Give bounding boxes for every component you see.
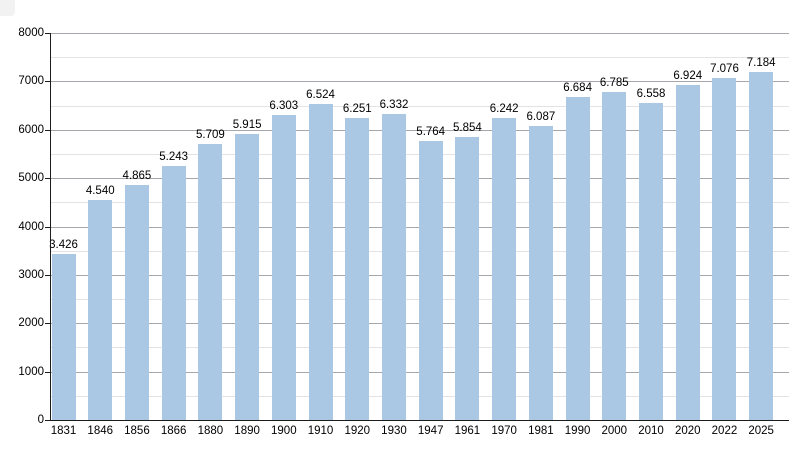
bar-1831 [51,254,76,420]
bar-value-label: 7.076 [710,62,739,75]
y-axis-tick-label: 6000 [18,123,44,136]
bar-1890 [235,133,260,420]
bar-2022 [712,77,737,420]
x-axis-tick-label: 2022 [711,425,738,437]
bar-1910 [308,104,333,420]
bar-value-label: 6.558 [636,87,666,100]
bar-value-label: 6.242 [489,103,519,116]
y-axis-tick-label: 0 [37,414,44,426]
bar-value-label: 6.332 [379,98,409,111]
y-axis-tick [45,226,50,228]
bar-value-label: 4.540 [85,185,115,198]
bar-value-label: 6.524 [306,89,335,102]
bar-1880 [198,143,223,420]
bar-1990 [565,96,590,420]
y-axis-tick [45,420,50,421]
bar-value-label: 3.426 [49,239,78,252]
y-axis-tick-label: 3000 [18,268,44,281]
minor-gridline [51,57,789,59]
y-axis-tick-label: 4000 [18,220,44,233]
x-axis-tick-label: 1920 [344,425,371,437]
bar-2020 [675,85,700,420]
bar-value-label: 5.243 [159,151,189,164]
bar-1900 [271,115,296,420]
bar-1981 [528,125,553,420]
x-axis-tick-label: 1910 [307,425,334,437]
bar-value-label: 6.684 [563,81,592,94]
x-axis-tick-label: 1890 [234,425,260,437]
major-gridline [51,33,789,34]
y-axis-tick-label: 5000 [18,172,44,185]
bar-value-label: 5.854 [453,121,482,134]
x-axis-line [50,420,789,421]
bar-1866 [161,166,186,420]
y-axis-line [50,33,51,421]
minor-gridline [51,105,789,107]
bar-value-label: 5.709 [195,128,225,141]
y-axis-tick [45,129,50,131]
major-gridline [51,81,789,83]
x-axis-tick-label: 1856 [124,425,150,437]
bar-1947 [418,141,443,420]
y-axis-tick-label: 1000 [18,365,44,378]
major-gridline [51,129,789,131]
x-axis-tick-label: 2020 [674,425,701,437]
x-axis-tick-label: 1961 [454,425,481,437]
y-axis-tick-label: 2000 [18,317,44,330]
bar-2000 [602,91,627,420]
bar-1920 [345,117,370,420]
bar-value-label: 5.915 [232,118,262,131]
y-axis-tick [45,274,50,276]
bar-1961 [455,136,480,420]
y-axis-tick [45,81,50,83]
bar-1846 [88,200,113,420]
x-axis-tick-label: 1831 [50,425,77,437]
x-axis-tick-label: 1981 [528,425,554,437]
y-axis-tick [45,33,50,34]
y-axis-tick [45,178,50,180]
bar-value-label: 6.924 [673,70,703,83]
bar-1856 [124,184,149,420]
bar-value-label: 5.764 [416,126,446,139]
x-axis-tick-label: 1880 [197,425,224,437]
screen-corner-artifact [0,0,15,16]
x-axis-tick-label: 1900 [271,425,297,437]
x-axis-tick-label: 1846 [87,425,114,437]
x-axis-tick-label: 1990 [564,425,591,437]
bar-value-label: 7.184 [746,57,776,70]
x-axis-tick-label: 2010 [638,425,664,437]
bar-2025 [749,72,774,420]
x-axis-tick-label: 1930 [381,425,407,437]
bar-1930 [381,113,406,420]
bar-value-label: 6.785 [599,76,629,89]
y-axis-tick [45,371,50,373]
y-axis-tick-label: 8000 [18,27,44,39]
bar-2010 [639,102,664,420]
x-axis-tick-label: 1970 [491,425,517,437]
bar-value-label: 6.087 [526,110,556,123]
x-axis-tick-label: 1866 [160,425,187,437]
y-axis-tick-label: 7000 [18,75,44,88]
x-axis-tick-label: 1947 [417,425,444,437]
bar-value-label: 4.865 [122,169,152,182]
x-axis-tick-label: 2000 [601,425,628,437]
bar-value-label: 6.303 [269,100,299,113]
x-axis-tick-label: 2025 [748,425,774,437]
bar-value-label: 6.251 [342,102,372,115]
bar-1970 [492,118,517,420]
y-axis-tick [45,323,50,325]
